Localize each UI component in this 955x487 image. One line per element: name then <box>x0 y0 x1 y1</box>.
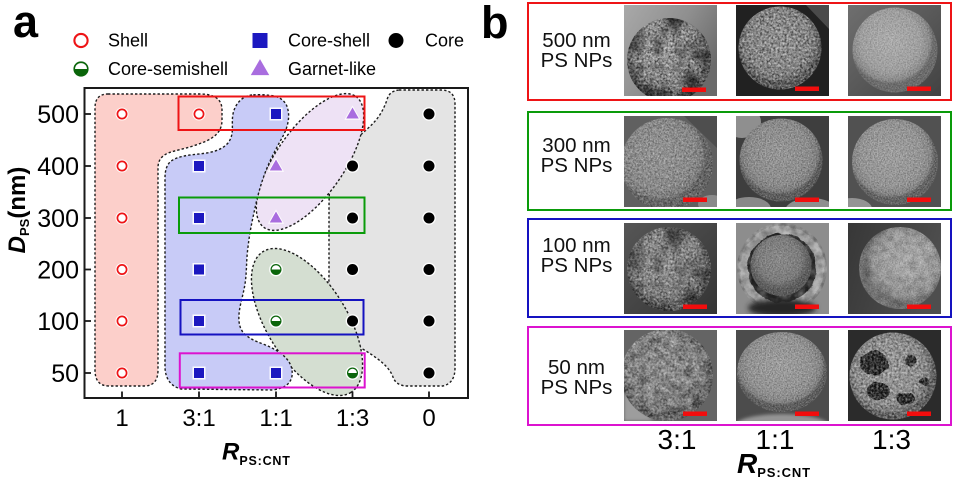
svg-text:3:1: 3:1 <box>182 405 215 432</box>
svg-text:1:3: 1:3 <box>336 405 369 432</box>
svg-text:1:1: 1:1 <box>259 405 292 432</box>
svg-text:400: 400 <box>37 153 79 181</box>
svg-text:a: a <box>13 0 39 47</box>
svg-text:DPS(nm): DPS(nm) <box>4 167 32 254</box>
svg-text:1: 1 <box>115 405 128 432</box>
svg-text:50: 50 <box>51 360 79 388</box>
svg-text:Garnet-like: Garnet-like <box>288 59 376 79</box>
svg-text:RPS:CNT: RPS:CNT <box>222 439 291 469</box>
svg-text:500: 500 <box>37 101 79 129</box>
svg-text:Core-semishell: Core-semishell <box>108 59 228 79</box>
svg-text:200: 200 <box>37 256 79 284</box>
svg-text:0: 0 <box>422 405 435 432</box>
svg-text:Core-shell: Core-shell <box>288 31 370 51</box>
svg-text:300: 300 <box>37 205 79 233</box>
svg-text:Core: Core <box>425 31 464 51</box>
svg-text:Shell: Shell <box>108 31 148 51</box>
svg-text:100: 100 <box>37 308 79 336</box>
